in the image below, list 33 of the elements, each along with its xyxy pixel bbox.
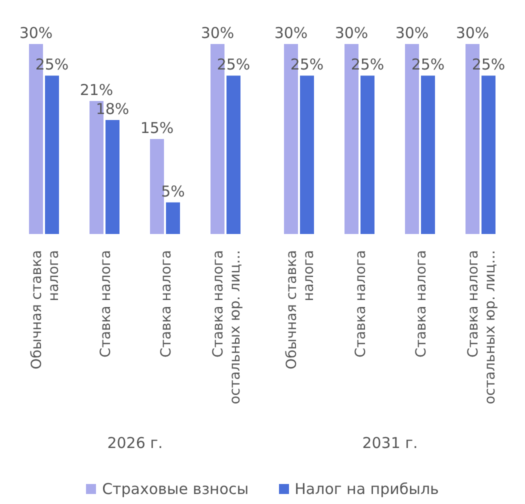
x-tick-label: Ставка налога — [98, 250, 114, 358]
data-label: 30% — [200, 24, 234, 42]
data-label: 30% — [456, 24, 490, 42]
data-label: 25% — [350, 56, 384, 74]
x-tick-label: Обычная ставка налога — [28, 250, 62, 370]
data-label: 18% — [96, 100, 130, 118]
x-tick-label: Ставка налога — [352, 250, 369, 358]
bar — [166, 202, 180, 234]
x-tick-label: Ставка налога — [413, 250, 430, 358]
x-tick-label: Ставка налога — [158, 250, 174, 358]
bar — [45, 76, 59, 234]
legend-label: Страховые взносы — [102, 480, 249, 498]
data-label: 25% — [472, 56, 506, 74]
data-label: 25% — [290, 56, 324, 74]
bar — [106, 120, 120, 234]
bar — [226, 76, 240, 234]
legend-label: Налог на прибыль — [294, 480, 439, 498]
data-label: 25% — [411, 56, 445, 74]
data-label: 30% — [395, 24, 429, 42]
x-axis-title: 2031 г. — [362, 434, 418, 452]
data-label: 25% — [35, 56, 69, 74]
bar — [150, 139, 164, 234]
data-label: 15% — [140, 119, 174, 137]
data-label: 21% — [80, 81, 114, 99]
x-tick-label: Обычная ставка налога — [284, 250, 317, 370]
x-axis-title: 2026 г. — [107, 434, 163, 452]
data-label: 30% — [274, 24, 308, 42]
data-label: 30% — [19, 24, 53, 42]
x-tick-label: Ставка налога остальных юр. лиц… — [210, 250, 244, 404]
x-tick-label: Ставка налога остальных юр. лиц… — [465, 250, 498, 404]
data-label: 5% — [161, 182, 185, 200]
data-label: 30% — [334, 24, 368, 42]
data-label: 25% — [216, 56, 250, 74]
